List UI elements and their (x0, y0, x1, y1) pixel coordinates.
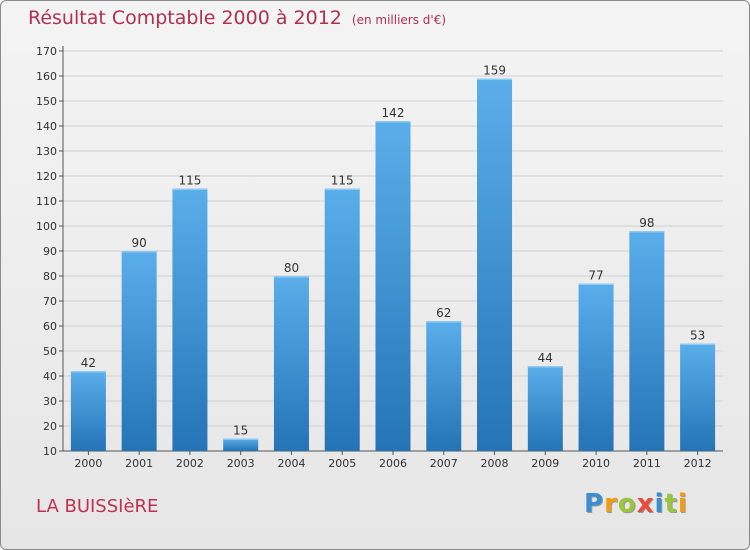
bar-2010 (578, 283, 614, 451)
bar-highlight (273, 276, 309, 278)
bar-2009 (527, 366, 563, 451)
y-tick-label: 160 (36, 70, 57, 83)
x-tick-label: 2011 (633, 457, 661, 470)
y-tick-label: 70 (43, 295, 57, 308)
bar-2008 (477, 78, 513, 451)
bar-2002 (172, 188, 208, 451)
chart-subtitle: (en milliers d'€) (351, 13, 447, 27)
bar-highlight (172, 188, 208, 190)
x-tick-label: 2003 (227, 457, 255, 470)
data-label: 42 (81, 356, 96, 370)
x-tick-label: 2007 (430, 457, 458, 470)
bar-highlight (578, 283, 614, 285)
bar-2003 (223, 438, 259, 451)
y-tick-label: 110 (36, 195, 57, 208)
y-tick-label: 60 (43, 320, 57, 333)
data-label: 44 (538, 351, 553, 365)
data-label: 142 (382, 106, 405, 120)
y-tick-label: 120 (36, 170, 57, 183)
proxiti-logo[interactable]: Proxiti (584, 489, 688, 519)
data-label: 115 (331, 174, 354, 188)
y-tick-label: 80 (43, 270, 57, 283)
bar-2005 (324, 188, 360, 451)
data-label: 159 (483, 64, 506, 78)
bar-highlight (527, 366, 563, 368)
x-tick-label: 2010 (582, 457, 610, 470)
bar-2006 (375, 121, 411, 451)
bar-2012 (680, 343, 716, 451)
logo-letter: t (664, 489, 678, 519)
logo-letter: x (636, 489, 655, 519)
data-label: 80 (284, 261, 299, 275)
x-tick-label: 2009 (531, 457, 559, 470)
x-tick-label: 2008 (481, 457, 509, 470)
x-tick-label: 2002 (176, 457, 204, 470)
y-tick-label: 50 (43, 345, 57, 358)
x-tick-label: 2001 (125, 457, 153, 470)
x-tick-label: 2005 (328, 457, 356, 470)
data-label: 90 (132, 236, 147, 250)
bar-highlight (324, 188, 360, 190)
logo-letter: i (677, 489, 688, 519)
y-tick-label: 100 (36, 220, 57, 233)
x-tick-label: 2000 (74, 457, 102, 470)
y-tick-label: 20 (43, 420, 57, 433)
data-label: 115 (178, 174, 201, 188)
commune-name: LA BUISSIèRE (36, 496, 159, 517)
data-label: 53 (690, 329, 705, 343)
y-tick-label: 140 (36, 120, 57, 133)
y-tick-label: 150 (36, 95, 57, 108)
x-tick-label: 2004 (277, 457, 305, 470)
bar-highlight (426, 321, 462, 323)
data-label: 62 (436, 306, 451, 320)
logo-letter: i (654, 489, 665, 519)
y-tick-label: 90 (43, 245, 57, 258)
chart-title: Résultat Comptable 2000 à 2012 (28, 7, 342, 29)
bar-2000 (70, 371, 106, 451)
y-tick-label: 30 (43, 395, 57, 408)
bar-highlight (375, 121, 411, 123)
bar-2007 (426, 321, 462, 451)
bar-highlight (121, 251, 157, 253)
y-tick-label: 130 (36, 145, 57, 158)
bar-highlight (477, 78, 513, 80)
bar-2011 (629, 231, 665, 451)
labels: 10 20 30 40 50 60 70 80 90 100 110 120 130 140 150 160 1… (36, 45, 712, 470)
bar-highlight (70, 371, 106, 373)
bar-2001 (121, 251, 157, 451)
logo-letter: P (584, 489, 605, 519)
x-tick-label: 2006 (379, 457, 407, 470)
bars (70, 78, 716, 451)
logo-letter: r (604, 489, 618, 519)
y-tick-label: 10 (43, 445, 57, 458)
bar-2004 (273, 276, 309, 451)
data-label: 98 (639, 216, 654, 230)
bar-highlight (680, 343, 716, 345)
data-label: 77 (588, 269, 603, 283)
bar-highlight (223, 438, 259, 440)
data-label: 15 (233, 424, 248, 438)
logo-letter: o (617, 489, 637, 519)
y-tick-label: 40 (43, 370, 57, 383)
x-tick-label: 2012 (684, 457, 712, 470)
bar-highlight (629, 231, 665, 233)
y-tick-label: 170 (36, 45, 57, 58)
chart-title-block: Résultat Comptable 2000 à 2012 (en millie… (28, 7, 446, 29)
